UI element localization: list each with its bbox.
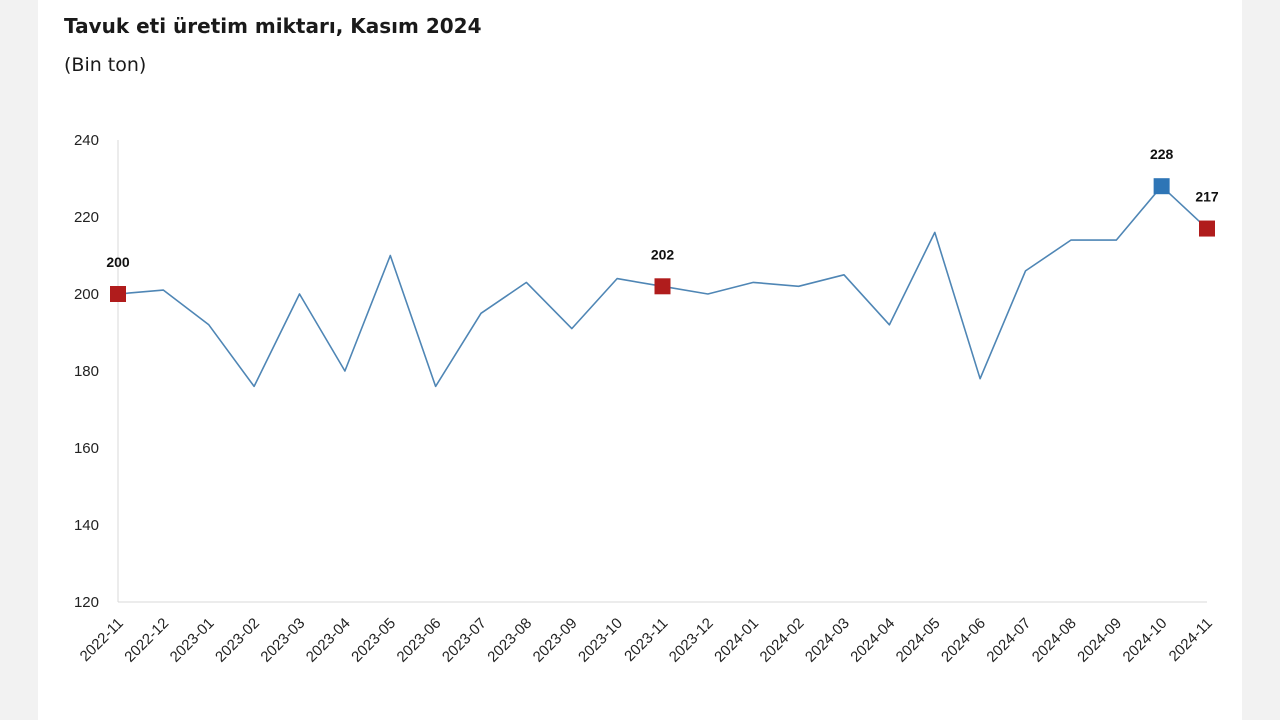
x-tick-label: 2022-12 bbox=[121, 615, 172, 666]
x-tick-label: 2023-07 bbox=[439, 615, 490, 666]
x-tick-label: 2024-01 bbox=[711, 615, 762, 666]
data-marker bbox=[110, 286, 126, 302]
x-tick-label: 2024-04 bbox=[847, 615, 898, 666]
x-tick-label: 2024-02 bbox=[756, 615, 807, 666]
y-tick-label: 160 bbox=[74, 440, 99, 457]
chart-subtitle: (Bin ton) bbox=[64, 54, 147, 76]
data-marker bbox=[1199, 220, 1215, 237]
x-tick-label: 2024-09 bbox=[1074, 615, 1125, 666]
x-tick-label: 2023-03 bbox=[257, 615, 308, 666]
x-tick-label: 2024-07 bbox=[983, 615, 1034, 666]
chart-title: Tavuk eti üretim miktarı, Kasım 2024 bbox=[64, 14, 482, 38]
x-tick-label: 2023-11 bbox=[621, 615, 671, 665]
x-tick-label: 2023-12 bbox=[666, 615, 717, 666]
x-tick-label: 2023-09 bbox=[530, 615, 581, 666]
data-label: 202 bbox=[651, 246, 675, 262]
x-tick-label: 2023-10 bbox=[575, 615, 626, 666]
y-tick-label: 240 bbox=[74, 132, 99, 149]
chart-axes bbox=[117, 140, 1207, 603]
x-tick-label: 2023-08 bbox=[484, 615, 535, 666]
y-tick-label: 200 bbox=[74, 286, 99, 303]
data-marker bbox=[1153, 178, 1170, 195]
y-tick-label: 140 bbox=[74, 517, 99, 534]
x-tick-label: 2024-06 bbox=[938, 615, 989, 666]
x-tick-label: 2022-11 bbox=[77, 615, 127, 665]
chart-markers: 200 202 228 217 bbox=[106, 146, 1219, 302]
x-tick-label: 2024-11 bbox=[1166, 615, 1216, 665]
x-tick-label: 2024-05 bbox=[893, 615, 944, 666]
data-marker bbox=[654, 278, 671, 295]
data-label: 200 bbox=[106, 254, 130, 270]
data-label: 228 bbox=[1150, 146, 1174, 162]
data-label: 217 bbox=[1195, 189, 1219, 205]
x-tick-label: 2024-03 bbox=[802, 615, 853, 666]
y-tick-label: 180 bbox=[74, 363, 99, 380]
x-tick-label: 2023-01 bbox=[167, 615, 218, 666]
x-axis-ticks: 2022-112022-122023-012023-022023-032023-… bbox=[77, 615, 1216, 666]
y-axis-ticks: 120 140 160 180 200 220 240 bbox=[74, 132, 99, 611]
x-tick-label: 2023-06 bbox=[393, 615, 444, 666]
y-tick-label: 120 bbox=[74, 594, 99, 611]
x-tick-label: 2023-05 bbox=[348, 615, 399, 666]
chart-frame bbox=[38, 0, 1242, 720]
x-tick-label: 2024-08 bbox=[1029, 615, 1080, 666]
y-tick-label: 220 bbox=[74, 209, 99, 226]
x-tick-label: 2023-04 bbox=[303, 615, 354, 666]
x-tick-label: 2024-10 bbox=[1119, 615, 1170, 666]
x-tick-label: 2023-02 bbox=[212, 615, 263, 666]
